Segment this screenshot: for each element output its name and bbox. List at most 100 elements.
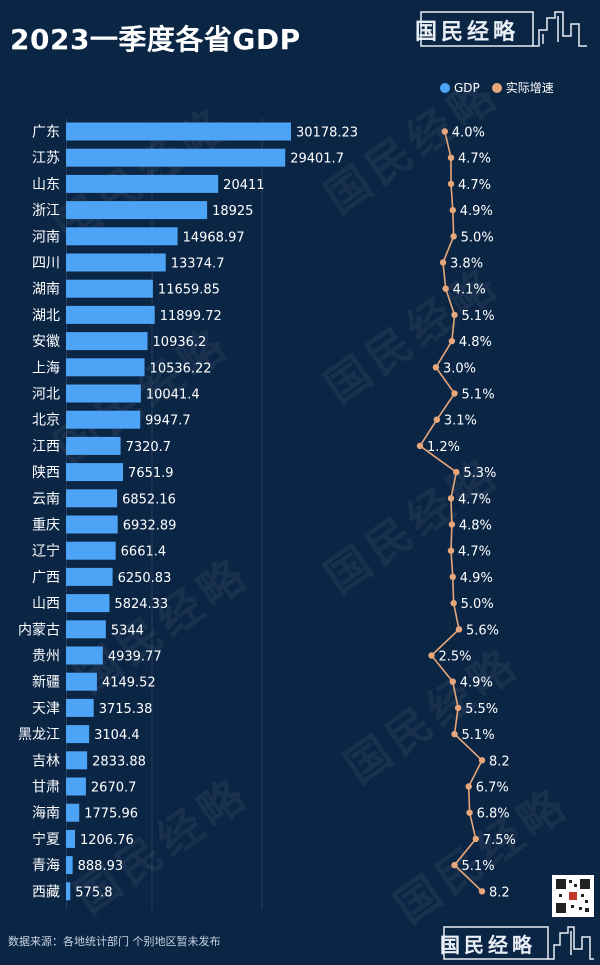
growth-value-label: 1.2% xyxy=(427,440,460,455)
qr-code-icon xyxy=(556,879,590,913)
growth-value-label: 8.2 xyxy=(489,754,510,769)
gdp-value-label: 3715.38 xyxy=(99,702,153,717)
growth-point xyxy=(466,809,473,816)
category-label: 吉林 xyxy=(32,753,60,769)
growth-value-label: 5.1% xyxy=(462,388,495,403)
gdp-value-label: 3104.4 xyxy=(94,728,140,743)
gdp-value-label: 30178.23 xyxy=(296,126,358,141)
growth-value-label: 4.1% xyxy=(453,283,486,298)
gdp-bar xyxy=(66,489,118,508)
category-label: 江苏 xyxy=(32,151,60,167)
skyline-icon xyxy=(443,926,594,960)
category-label: 内蒙古 xyxy=(18,622,60,638)
category-label: 云南 xyxy=(32,491,60,507)
growth-point xyxy=(451,311,458,319)
gdp-value-label: 10041.4 xyxy=(146,388,200,403)
gdp-bar xyxy=(66,541,116,560)
growth-value-label: 5.3% xyxy=(463,466,496,481)
growth-point xyxy=(449,206,456,214)
category-label: 宁夏 xyxy=(32,831,60,848)
growth-line xyxy=(418,131,483,892)
gdp-value-label: 18925 xyxy=(212,204,253,219)
gdp-value-label: 29401.7 xyxy=(290,152,344,167)
category-label: 甘肃 xyxy=(32,780,60,796)
growth-point xyxy=(451,730,458,738)
growth-point xyxy=(449,573,456,581)
gdp-bar xyxy=(66,384,141,403)
legend-swatch-gdp xyxy=(440,82,450,93)
gdp-value-label: 11899.72 xyxy=(160,309,222,324)
gdp-value-label: 575.8 xyxy=(75,885,112,900)
category-label: 上海 xyxy=(32,360,60,376)
growth-value-label: 4.8% xyxy=(459,519,492,534)
category-label: 湖南 xyxy=(32,282,60,298)
gdp-bar xyxy=(66,201,208,220)
gdp-value-label: 10936.2 xyxy=(153,335,207,350)
legend-swatch-growth xyxy=(491,82,502,93)
growth-point xyxy=(450,233,457,240)
growth-point xyxy=(465,783,472,790)
growth-point xyxy=(454,704,462,712)
gdp-value-label: 13374.7 xyxy=(171,257,225,272)
growth-value-label: 2.5% xyxy=(439,650,472,665)
category-label: 黑龙江 xyxy=(18,727,60,743)
gdp-value-label: 6250.83 xyxy=(118,571,172,586)
growth-point xyxy=(441,128,448,135)
chart-title: 2023一季度各省GDP xyxy=(10,23,301,56)
category-label: 陕西 xyxy=(32,465,60,481)
gdp-value-label: 5824.33 xyxy=(114,597,168,612)
category-label: 浙江 xyxy=(32,203,60,219)
category-label: 重庆 xyxy=(32,518,60,534)
growth-value-label: 4.7% xyxy=(458,492,491,507)
legend-item-growth: 实际增速 xyxy=(491,79,554,96)
gdp-value-label: 4939.77 xyxy=(108,650,162,665)
gdp-bar xyxy=(66,751,88,770)
growth-point xyxy=(448,521,456,528)
category-label: 辽宁 xyxy=(32,543,60,560)
growth-point xyxy=(442,285,449,292)
growth-value-label: 5.6% xyxy=(466,623,499,638)
gdp-bar xyxy=(66,594,110,613)
growth-point xyxy=(450,599,457,607)
growth-value-label: 5.5% xyxy=(465,702,498,717)
brand-logo-text: 国民经略 xyxy=(440,933,536,957)
gdp-bar xyxy=(66,856,73,875)
gdp-value-label: 888.93 xyxy=(78,859,124,874)
gdp-bar xyxy=(66,829,75,848)
gdp-bar xyxy=(66,279,153,298)
gdp-bar xyxy=(66,358,145,377)
gdp-value-label: 9947.7 xyxy=(145,414,191,429)
gdp-value-label: 2833.88 xyxy=(92,754,146,769)
growth-point xyxy=(447,154,455,161)
growth-point xyxy=(416,442,424,450)
growth-value-label: 7.5% xyxy=(483,833,516,848)
gdp-value-label: 6661.4 xyxy=(121,545,167,560)
growth-point xyxy=(439,259,447,266)
growth-value-label: 5.0% xyxy=(461,597,494,612)
category-label: 广东 xyxy=(32,125,60,141)
growth-point xyxy=(432,364,440,371)
growth-value-label: 4.0% xyxy=(452,126,485,141)
gdp-bar xyxy=(66,646,103,665)
gdp-bar xyxy=(66,148,286,167)
gdp-bar xyxy=(66,620,106,639)
gdp-bar xyxy=(66,174,219,193)
qr-code[interactable] xyxy=(552,875,594,917)
category-label: 河北 xyxy=(32,387,60,403)
gdp-bar xyxy=(66,122,291,141)
legend-label-gdp: GDP xyxy=(454,80,480,95)
growth-value-label: 4.9% xyxy=(460,204,493,219)
category-label: 河南 xyxy=(32,229,60,245)
category-label: 山东 xyxy=(32,177,60,193)
gdp-bar xyxy=(66,777,86,796)
legend-label-growth: 实际增速 xyxy=(505,81,554,95)
growth-point xyxy=(449,678,456,685)
category-label: 北京 xyxy=(32,413,60,429)
gdp-bar xyxy=(66,410,141,429)
gdp-value-label: 2670.7 xyxy=(91,781,137,796)
growth-value-label: 3.0% xyxy=(443,361,476,376)
growth-point xyxy=(447,180,455,188)
gdp-value-label: 4149.52 xyxy=(102,676,156,691)
category-label: 青海 xyxy=(32,858,60,874)
growth-point xyxy=(453,468,460,476)
